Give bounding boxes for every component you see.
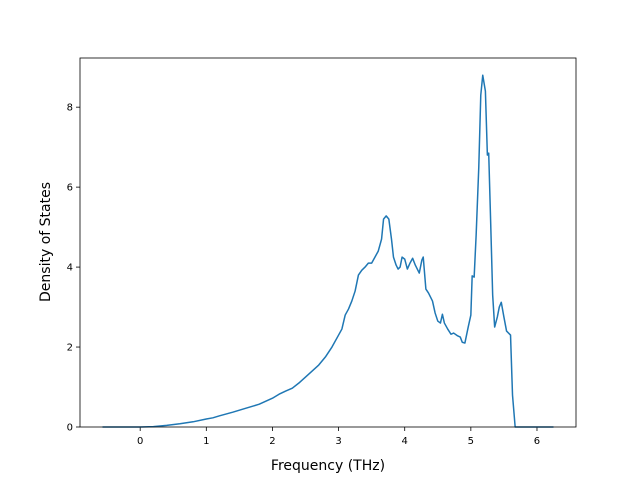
data-line [102,74,554,428]
y-tick-label: 6 [67,183,73,194]
x-axis-label: Frequency (THz) [271,458,385,474]
y-tick-label: 2 [67,343,73,354]
axes-frame [79,57,577,428]
x-tick-label: 2 [269,436,275,447]
y-tick-label: 4 [67,263,73,274]
y-axis-label: Density of States [38,182,54,302]
x-tick-label: 5 [468,436,474,447]
x-tick-label: 0 [137,436,143,447]
x-tick-label: 3 [335,436,341,447]
x-tick-label: 6 [534,436,540,447]
x-tick-label: 4 [402,436,408,447]
y-tick-label: 0 [67,423,73,434]
y-tick-label: 8 [67,103,73,114]
x-tick-label: 1 [203,436,209,447]
